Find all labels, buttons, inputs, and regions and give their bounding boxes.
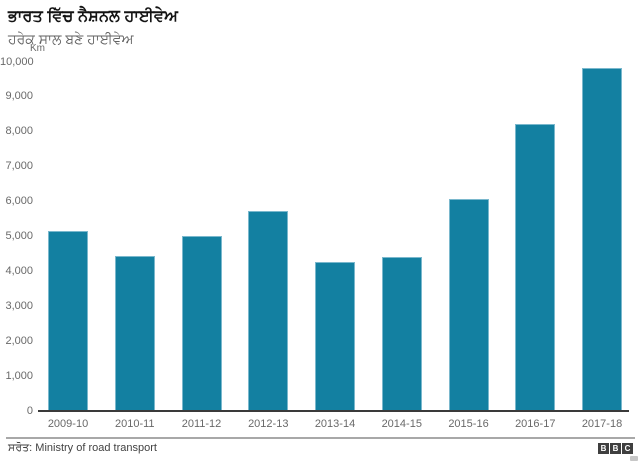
bar-2009-10 [48,231,88,411]
x-tick-label: 2014-15 [381,418,422,430]
y-axis: 0 1,000 2,000 3,000 4,000 5,000 6,000 7,000 8,00… [0,56,34,417]
x-axis: 2009-10 2010-11 2011-12 2012-13 2013-14 2014-… [40,418,632,432]
x-tick-label: 2009-10 [47,418,89,430]
footer-divider [6,437,635,439]
bar-2010-11 [114,255,155,411]
source-note: ਸਰੋਤ: Ministry of road transport [8,442,157,454]
x-tick-label: 2015-16 [448,418,489,430]
x-tick-label: 2017-18 [581,418,623,430]
plot-area [40,62,632,411]
x-tick-label: 2012-13 [248,418,289,430]
y-tick-label: 5,000 [5,230,33,242]
bar-2011-12 [181,236,222,411]
y-tick-label: 3,000 [5,299,33,312]
x-axis-baseline [38,410,629,412]
x-tick-label: 2011-12 [181,418,222,430]
chart-subtitle: ਹਰੇਕ ਸਾਲ ਬਣੇ ਹਾਈਵੇਅ [8,31,134,47]
y-tick-label: 2,000 [5,334,33,347]
y-tick-label: 1,000 [5,369,33,382]
y-tick-label: 6,000 [5,195,33,208]
bar-2012-13 [248,210,289,411]
bar-2016-17 [515,123,556,411]
bar-2013-14 [315,262,355,411]
y-tick-label: 7,000 [5,160,33,173]
x-tick-label: 2010-11 [114,418,155,430]
y-tick-label: 4,000 [5,264,33,277]
x-tick-label: 2016-17 [515,418,556,430]
bbc-logo-block-c: C [622,443,633,454]
bbc-logo-block-b1: B [598,443,609,454]
y-tick-label: 0 [26,404,33,417]
x-tick-label: 2013-14 [314,418,356,430]
corner-mark [630,456,638,461]
y-axis-unit-label: Km [30,43,45,54]
bar-2017-18 [582,67,622,411]
y-tick-label: 8,000 [5,125,33,138]
bbc-logo: B B C [598,443,633,454]
bar-2015-16 [448,199,489,411]
bar-2014-15 [381,257,422,411]
chart-title: ਭਾਰਤ ਵਿੱਚ ਨੈਸ਼ਨਲ ਹਾਈਵੇਅ [8,8,178,25]
bbc-logo-block-b2: B [610,443,621,454]
y-tick-label: 10,000 [0,55,34,68]
y-tick-label: 9,000 [5,90,33,103]
